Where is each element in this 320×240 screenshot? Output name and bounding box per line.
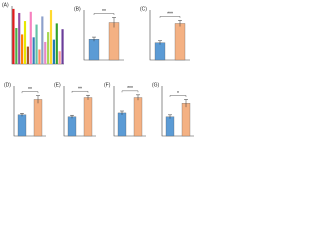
bar: [154, 42, 166, 61]
bar: [174, 23, 186, 61]
bar: [49, 10, 53, 65]
panel-label: (B): [74, 6, 81, 12]
error-bar: [36, 95, 40, 104]
significance-bracket: [159, 16, 181, 18]
bar: [38, 49, 41, 64]
panel-label: (A): [2, 2, 9, 8]
error-bar: [178, 20, 182, 27]
bar: [29, 11, 32, 65]
error-bar: [184, 99, 188, 108]
bar: [35, 24, 38, 65]
significance-bracket: [93, 13, 115, 15]
error-bar: [168, 114, 172, 119]
bar: [17, 114, 27, 137]
error-bar: [120, 110, 124, 115]
panel-label: (C): [140, 6, 147, 12]
significance-label: *: [177, 91, 179, 97]
axis: [11, 6, 64, 65]
bar: [55, 23, 58, 64]
significance-label: **: [78, 87, 82, 93]
bar: [108, 22, 120, 61]
bar: [23, 21, 27, 64]
bar: [32, 37, 35, 64]
error-bar: [136, 94, 140, 101]
error-bar: [112, 17, 116, 28]
bar: [67, 116, 77, 137]
panel-label: (F): [104, 82, 111, 88]
panel-label: (G): [152, 82, 160, 88]
bar: [12, 8, 15, 64]
significance-bracket: [169, 95, 187, 97]
bar: [83, 97, 93, 137]
bar: [44, 41, 47, 64]
bar: [26, 46, 29, 64]
error-bar: [158, 40, 162, 45]
bar: [41, 16, 44, 64]
bar: [15, 28, 18, 64]
significance-bracket: [71, 91, 89, 93]
bar: [52, 39, 55, 64]
error-bar: [92, 36, 96, 42]
panel-label: (E): [54, 82, 61, 88]
bar: [181, 103, 191, 137]
significance-label: ***: [167, 12, 173, 18]
bar: [47, 32, 50, 64]
significance-label: **: [102, 9, 106, 15]
bar: [18, 12, 21, 65]
error-bar: [86, 94, 90, 100]
error-bar: [20, 113, 24, 117]
significance-label: ***: [127, 86, 133, 92]
significance-label: **: [28, 87, 32, 93]
bar: [21, 34, 24, 64]
bar: [33, 99, 43, 137]
bar: [61, 29, 64, 64]
bar: [133, 97, 143, 137]
significance-bracket: [121, 90, 139, 93]
figure: (A) (B) ** (C) *** (D) ** (E) ** (F) *** (G) *: [2, 2, 194, 137]
panel-label: (D): [4, 82, 11, 88]
significance-bracket: [21, 91, 39, 94]
bar: [117, 112, 127, 137]
bar: [88, 39, 100, 61]
bar: [165, 116, 175, 137]
error-bar: [70, 114, 74, 119]
bar: [58, 51, 61, 64]
